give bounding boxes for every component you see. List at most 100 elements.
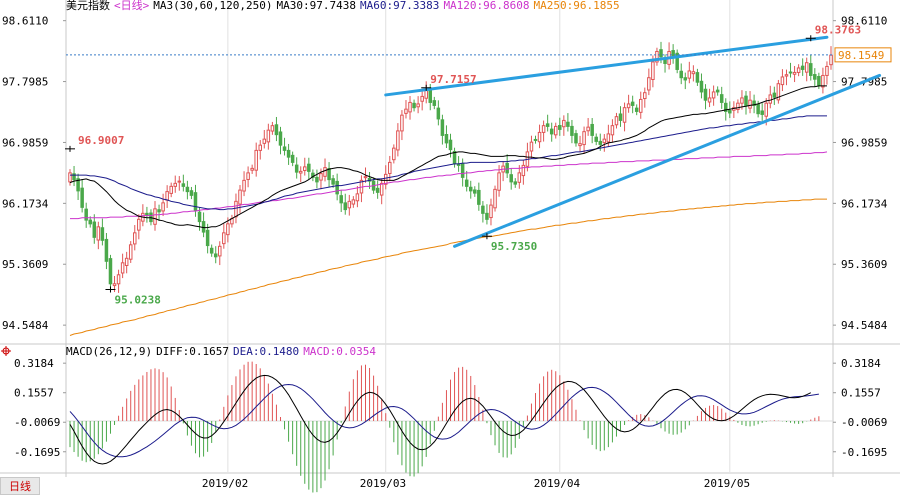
candle-down xyxy=(193,192,198,211)
candle-up xyxy=(768,94,773,104)
candle-down xyxy=(760,110,764,115)
extreme-label: 98.3763 xyxy=(815,23,861,36)
candle-down xyxy=(108,258,113,285)
candle-up xyxy=(355,193,360,202)
candle-down xyxy=(331,178,335,185)
dea-value: DEA:0.1480 xyxy=(232,345,300,358)
candle-down xyxy=(566,121,570,127)
crosshair-icon[interactable] xyxy=(1,346,11,356)
candle-up xyxy=(258,144,263,151)
last-price-label: 98.1549 xyxy=(838,49,884,62)
candle-up xyxy=(829,54,833,66)
last-price-tag xyxy=(834,47,892,63)
candle-down xyxy=(513,181,518,185)
extreme-label: 95.7350 xyxy=(491,240,537,253)
candle-up xyxy=(424,89,428,99)
candle-up xyxy=(303,166,307,171)
candle-up xyxy=(562,119,566,128)
candle-up xyxy=(740,97,744,104)
candle-down xyxy=(88,219,92,225)
candle-up xyxy=(614,116,619,126)
candle-up xyxy=(748,99,752,109)
candle-up xyxy=(780,76,785,86)
candle-up xyxy=(137,218,141,231)
x-tick-label: 2019/04 xyxy=(534,477,581,490)
candle-up xyxy=(234,200,238,218)
x-tick-label: 2019/05 xyxy=(704,477,750,490)
candle-down xyxy=(104,238,109,262)
candle-up xyxy=(626,103,631,109)
candle-down xyxy=(339,195,343,204)
candle-up xyxy=(408,101,412,113)
candle-up xyxy=(68,172,72,183)
candle-down xyxy=(412,102,416,109)
candle-down xyxy=(549,128,554,135)
candle-up xyxy=(161,202,165,212)
candle-down xyxy=(157,209,161,213)
candle-down xyxy=(84,208,88,221)
candle-up xyxy=(270,125,275,132)
candle-down xyxy=(800,65,805,70)
candle-down xyxy=(205,229,210,247)
candle-up xyxy=(736,102,740,110)
y-tick-left: 96.9859 xyxy=(2,136,48,149)
candle-down xyxy=(659,49,663,58)
candle-down xyxy=(817,76,821,86)
y-tick-left: 97.7985 xyxy=(2,76,48,89)
candle-down xyxy=(315,176,319,183)
candle-down xyxy=(100,227,105,241)
candle-up xyxy=(404,108,408,114)
candle-up xyxy=(266,129,271,143)
macd-header: MACD(26,12,9) DIFF:0.1657 DEA:0.1480 MACD:0… xyxy=(66,346,380,358)
candle-down xyxy=(772,92,777,98)
candle-up xyxy=(323,167,327,177)
macd-y-tick-right: 0.3184 xyxy=(841,357,881,370)
candle-down xyxy=(343,202,348,211)
candle-down xyxy=(307,163,311,172)
y-tick-right: 94.5484 xyxy=(841,319,888,332)
candle-down xyxy=(724,102,728,112)
candle-down xyxy=(464,179,469,187)
candle-down xyxy=(679,70,683,79)
candle-up xyxy=(363,176,368,179)
candle-down xyxy=(209,247,214,254)
candle-up xyxy=(416,103,420,108)
candle-down xyxy=(703,88,708,101)
candle-up xyxy=(497,172,501,191)
candle-down xyxy=(290,154,295,163)
instrument-name: 美元指数 xyxy=(66,0,110,12)
candle-up xyxy=(319,173,323,181)
candle-up xyxy=(226,223,230,236)
candle-up xyxy=(537,131,542,143)
period-label[interactable]: <日线> xyxy=(114,0,150,12)
candle-up xyxy=(238,189,242,205)
candle-down xyxy=(444,134,449,144)
candle-down xyxy=(460,163,465,178)
candle-up xyxy=(586,126,590,132)
period-tab[interactable]: 日线 xyxy=(0,477,40,495)
candle-up xyxy=(687,70,692,79)
candle-down xyxy=(473,189,477,194)
candle-down xyxy=(533,138,538,141)
candle-down xyxy=(181,183,186,187)
candle-up xyxy=(246,172,250,180)
candle-down xyxy=(76,178,80,192)
candle-up xyxy=(804,62,809,73)
macd-config: MACD(26,12,9) xyxy=(66,345,153,358)
y-tick-right: 96.1734 xyxy=(841,197,888,210)
macd-y-tick-right: 0.1557 xyxy=(841,387,881,400)
candle-down xyxy=(185,186,190,193)
candle-up xyxy=(541,125,546,133)
candle-up xyxy=(825,65,829,76)
diff-line xyxy=(69,374,812,465)
candle-up xyxy=(120,262,125,274)
candle-up xyxy=(169,185,173,194)
candle-up xyxy=(250,167,254,171)
candle-up xyxy=(606,133,611,143)
macd-y-tick-right: -0.0069 xyxy=(841,416,887,429)
candle-down xyxy=(594,136,598,142)
candle-down xyxy=(375,187,380,193)
candle-up xyxy=(651,61,655,80)
candle-up xyxy=(655,50,659,63)
candle-down xyxy=(145,212,149,216)
